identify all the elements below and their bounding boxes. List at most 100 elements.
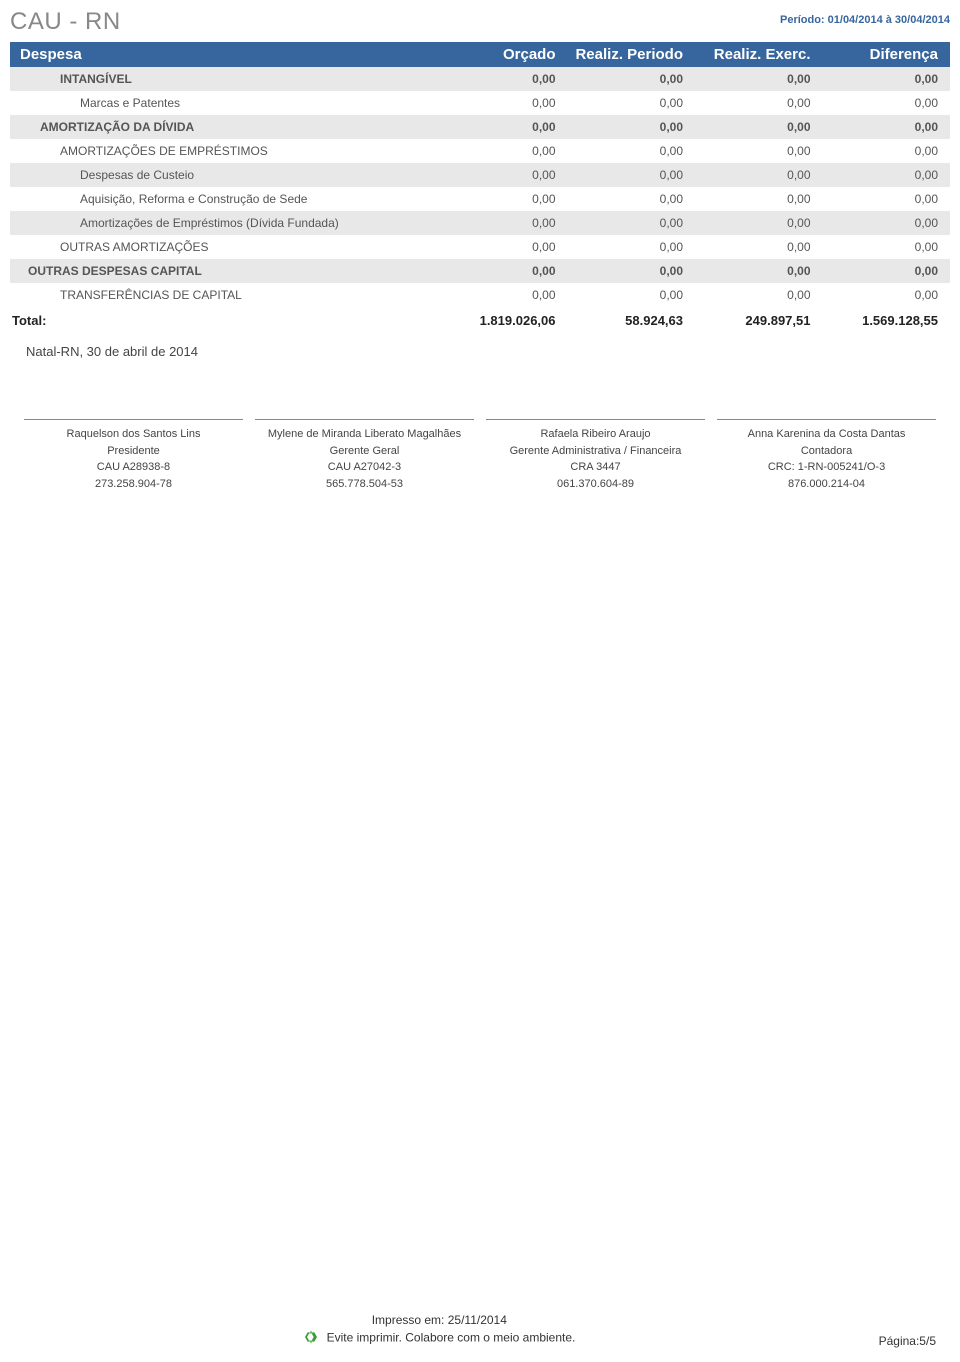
- signature-line: [486, 419, 705, 420]
- printed-date: Impresso em: 25/11/2014: [0, 1313, 879, 1327]
- row-label: Despesas de Custeio: [10, 168, 440, 182]
- row-value: 0,00: [568, 168, 696, 182]
- row-value: 0,00: [568, 120, 696, 134]
- row-label: AMORTIZAÇÃO DA DÍVIDA: [10, 120, 440, 134]
- total-row: Total: 1.819.026,06 58.924,63 249.897,51…: [10, 307, 950, 332]
- signature-role: Gerente Administrativa / Financeira: [480, 443, 711, 460]
- row-value: 0,00: [568, 96, 696, 110]
- row-value: 0,00: [568, 192, 696, 206]
- row-label: AMORTIZAÇÕES DE EMPRÉSTIMOS: [10, 144, 440, 158]
- table-row: Marcas e Patentes0,000,000,000,00: [10, 91, 950, 115]
- row-value: 0,00: [823, 96, 951, 110]
- row-value: 0,00: [695, 264, 823, 278]
- col-diferenca: Diferença: [823, 46, 951, 63]
- table-row: AMORTIZAÇÕES DE EMPRÉSTIMOS0,000,000,000…: [10, 139, 950, 163]
- row-label: Aquisição, Reforma e Construção de Sede: [10, 192, 440, 206]
- table-row: AMORTIZAÇÃO DA DÍVIDA0,000,000,000,00: [10, 115, 950, 139]
- row-value: 0,00: [823, 288, 951, 302]
- signature-doc: 061.370.604-89: [480, 476, 711, 493]
- table-row: Amortizações de Empréstimos (Dívida Fund…: [10, 211, 950, 235]
- total-orcado: 1.819.026,06: [440, 313, 568, 328]
- signature-reg: CAU A27042-3: [249, 459, 480, 476]
- signature-reg: CAU A28938-8: [18, 459, 249, 476]
- table-header: Despesa Orçado Realiz. Periodo Realiz. E…: [10, 42, 950, 67]
- row-value: 0,00: [823, 240, 951, 254]
- row-value: 0,00: [440, 216, 568, 230]
- row-label: Amortizações de Empréstimos (Dívida Fund…: [10, 216, 440, 230]
- signature-line: [717, 419, 936, 420]
- row-value: 0,00: [440, 144, 568, 158]
- row-value: 0,00: [695, 72, 823, 86]
- row-value: 0,00: [823, 216, 951, 230]
- row-value: 0,00: [823, 192, 951, 206]
- signature-reg: CRA 3447: [480, 459, 711, 476]
- row-value: 0,00: [695, 240, 823, 254]
- row-label: INTANGÍVEL: [10, 72, 440, 86]
- table-row: OUTRAS AMORTIZAÇÕES0,000,000,000,00: [10, 235, 950, 259]
- row-value: 0,00: [823, 168, 951, 182]
- table-row: OUTRAS DESPESAS CAPITAL0,000,000,000,00: [10, 259, 950, 283]
- row-value: 0,00: [568, 144, 696, 158]
- signature-block: Rafaela Ribeiro AraujoGerente Administra…: [480, 419, 711, 492]
- signature-line: [255, 419, 474, 420]
- table-row: Despesas de Custeio0,000,000,000,00: [10, 163, 950, 187]
- eco-message: Evite imprimir. Colabore com o meio ambi…: [327, 1331, 576, 1345]
- signature-name: Rafaela Ribeiro Araujo: [480, 426, 711, 443]
- signature-doc: 876.000.214-04: [711, 476, 942, 493]
- signature-block: Raquelson dos Santos LinsPresidenteCAU A…: [18, 419, 249, 492]
- row-value: 0,00: [440, 192, 568, 206]
- row-value: 0,00: [695, 96, 823, 110]
- row-label: Marcas e Patentes: [10, 96, 440, 110]
- row-label: OUTRAS AMORTIZAÇÕES: [10, 240, 440, 254]
- signature-block: Anna Karenina da Costa DantasContadoraCR…: [711, 419, 942, 492]
- total-exerc: 249.897,51: [695, 313, 823, 328]
- periodo-label: Período: 01/04/2014 à 30/04/2014: [780, 14, 950, 26]
- signature-block: Mylene de Miranda Liberato MagalhãesGere…: [249, 419, 480, 492]
- signatures-block: Raquelson dos Santos LinsPresidenteCAU A…: [10, 419, 950, 492]
- row-value: 0,00: [568, 264, 696, 278]
- row-value: 0,00: [823, 72, 951, 86]
- signature-role: Contadora: [711, 443, 942, 460]
- row-value: 0,00: [695, 144, 823, 158]
- despesa-table: Despesa Orçado Realiz. Periodo Realiz. E…: [10, 42, 950, 307]
- signature-role: Gerente Geral: [249, 443, 480, 460]
- signature-name: Anna Karenina da Costa Dantas: [711, 426, 942, 443]
- row-value: 0,00: [440, 72, 568, 86]
- row-value: 0,00: [440, 264, 568, 278]
- signature-role: Presidente: [18, 443, 249, 460]
- col-realiz-exerc: Realiz. Exerc.: [695, 46, 823, 63]
- row-value: 0,00: [440, 288, 568, 302]
- row-value: 0,00: [440, 168, 568, 182]
- signature-reg: CRC: 1-RN-005241/O-3: [711, 459, 942, 476]
- signature-name: Raquelson dos Santos Lins: [18, 426, 249, 443]
- row-value: 0,00: [568, 216, 696, 230]
- signature-line: [24, 419, 243, 420]
- recycle-icon: [303, 1329, 319, 1348]
- row-value: 0,00: [823, 144, 951, 158]
- row-value: 0,00: [695, 192, 823, 206]
- row-label: TRANSFERÊNCIAS DE CAPITAL: [10, 288, 440, 302]
- row-value: 0,00: [440, 120, 568, 134]
- row-value: 0,00: [440, 240, 568, 254]
- col-orcado: Orçado: [440, 46, 568, 63]
- page-footer: Impresso em: 25/11/2014 Evite imprimir. …: [0, 1313, 960, 1348]
- row-value: 0,00: [695, 288, 823, 302]
- row-value: 0,00: [823, 264, 951, 278]
- row-label: OUTRAS DESPESAS CAPITAL: [10, 264, 440, 278]
- table-row: TRANSFERÊNCIAS DE CAPITAL0,000,000,000,0…: [10, 283, 950, 307]
- date-line: Natal-RN, 30 de abril de 2014: [26, 344, 950, 359]
- row-value: 0,00: [568, 288, 696, 302]
- row-value: 0,00: [695, 120, 823, 134]
- row-value: 0,00: [695, 216, 823, 230]
- col-realiz-periodo: Realiz. Periodo: [568, 46, 696, 63]
- signature-doc: 565.778.504-53: [249, 476, 480, 493]
- row-value: 0,00: [568, 72, 696, 86]
- signature-doc: 273.258.904-78: [18, 476, 249, 493]
- table-row: Aquisição, Reforma e Construção de Sede0…: [10, 187, 950, 211]
- row-value: 0,00: [695, 168, 823, 182]
- page-title: CAU - RN: [10, 8, 121, 36]
- table-row: INTANGÍVEL0,000,000,000,00: [10, 67, 950, 91]
- total-diferenca: 1.569.128,55: [823, 313, 951, 328]
- signature-name: Mylene de Miranda Liberato Magalhães: [249, 426, 480, 443]
- page-number: Página:5/5: [879, 1334, 960, 1348]
